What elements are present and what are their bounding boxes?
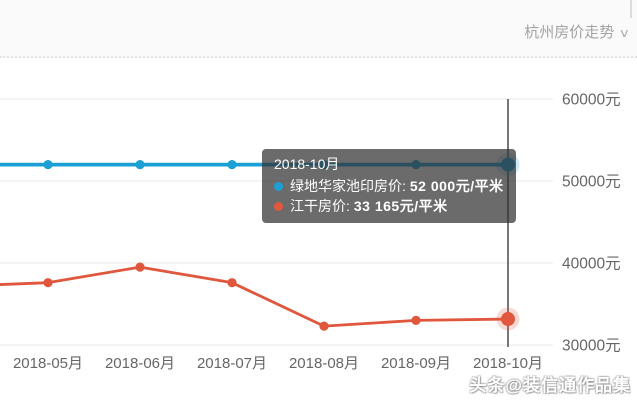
city-trend-dropdown[interactable]: 杭州房价走势 ∨ (524, 24, 631, 42)
header-bar: 杭州房价走势 ∨ (0, 0, 637, 58)
data-point[interactable] (501, 312, 515, 327)
x-axis-tick-label: 2018-05月 (13, 355, 83, 372)
dropdown-label: 杭州房价走势 (524, 24, 615, 41)
x-axis-tick-label: 2018-06月 (105, 355, 175, 372)
data-point[interactable] (227, 278, 237, 288)
data-point[interactable] (135, 262, 145, 272)
y-axis-tick-label: 40000元 (562, 256, 621, 273)
x-axis-tick-label: 2018-07月 (197, 355, 267, 372)
data-point[interactable] (319, 321, 329, 331)
x-axis-tick-label: 2018-10月 (473, 355, 543, 372)
y-axis-tick-label: 60000元 (562, 92, 621, 109)
data-point[interactable] (43, 278, 53, 288)
y-axis-tick-label: 50000元 (562, 174, 621, 191)
data-point[interactable] (411, 160, 421, 170)
data-point[interactable] (227, 160, 237, 170)
data-point[interactable] (319, 160, 329, 170)
scrollbar-thumb[interactable] (630, 0, 632, 18)
data-point[interactable] (411, 315, 421, 325)
data-point[interactable] (501, 157, 515, 172)
x-axis-tick-label: 2018-09月 (381, 355, 451, 372)
series-line (0, 265, 510, 328)
chevron-down-icon: ∨ (618, 26, 631, 40)
data-point[interactable] (135, 160, 145, 170)
y-axis-tick-label: 30000元 (562, 338, 621, 355)
x-axis-tick-label: 2018-08月 (289, 355, 359, 372)
data-point[interactable] (43, 160, 53, 170)
